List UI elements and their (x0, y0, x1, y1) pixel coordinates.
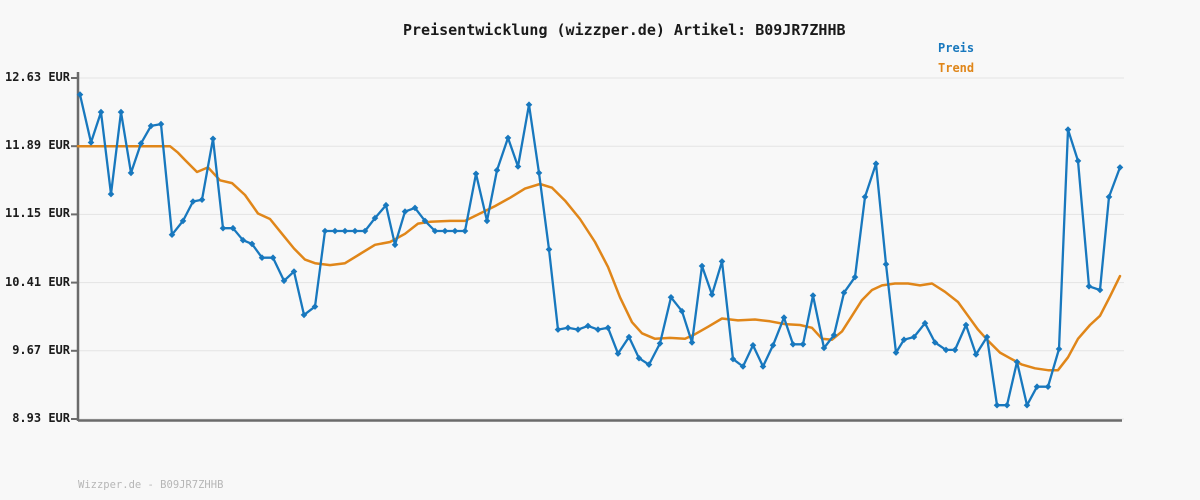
y-axis-label: 10.41 EUR (4, 274, 70, 289)
y-axis-label: 11.89 EUR (4, 138, 70, 153)
legend: Preis Trend (938, 38, 974, 78)
chart-title: Preisentwicklung (wizzper.de) Artikel: B… (403, 21, 846, 39)
y-axis-label: 12.63 EUR (4, 70, 70, 84)
legend-item-trend: Trend (938, 61, 975, 75)
y-axis-label: 8.93 EUR (12, 411, 70, 425)
y-axis-label: 11.15 EUR (4, 206, 70, 221)
watermark-text: Wizzper.de - B09JR7ZHHB (78, 479, 224, 491)
y-axis-label: 9.67 EUR (12, 342, 70, 357)
legend-item-preis: Preis (938, 41, 975, 55)
